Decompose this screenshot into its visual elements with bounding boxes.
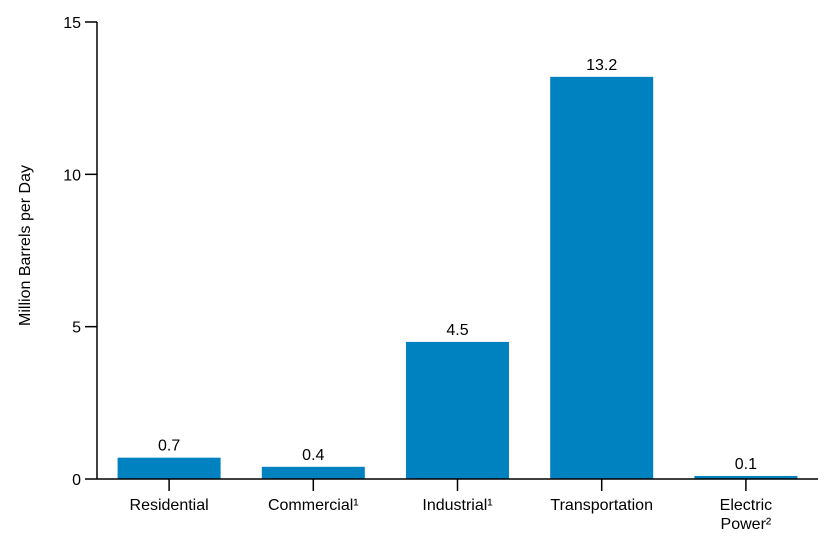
bar <box>550 76 654 479</box>
bar-value-label: 4.5 <box>446 322 468 339</box>
bar-value-label: 0.4 <box>302 447 324 464</box>
x-axis: Residential Commercial¹ Industrial¹ Transpo… <box>97 478 818 533</box>
x-category-label: Residential <box>130 497 209 514</box>
y-tick-label: 0 <box>72 472 81 489</box>
x-category-label: Electric <box>720 497 772 514</box>
bar <box>261 466 365 479</box>
y-tick-label: 10 <box>63 167 81 184</box>
y-tick-label: 15 <box>63 15 81 32</box>
bar <box>694 475 798 479</box>
bar <box>406 341 509 479</box>
x-category-label: Power² <box>721 516 772 533</box>
bar-value-label: 13.2 <box>586 57 617 74</box>
y-axis-title: Million Barrels per Day <box>17 165 34 326</box>
bars: 0.7 0.4 4.5 13.2 0.1 <box>117 57 798 479</box>
y-tick-label: 5 <box>72 320 81 337</box>
x-category-label: Commercial¹ <box>268 497 359 514</box>
bar-value-label: 0.7 <box>158 438 180 455</box>
y-axis: 0 5 10 15 <box>63 15 98 489</box>
bar <box>117 457 221 479</box>
x-category-label: Industrial¹ <box>422 497 492 514</box>
x-category-label: Transportation <box>550 497 653 514</box>
bar-value-label: 0.1 <box>735 456 757 473</box>
